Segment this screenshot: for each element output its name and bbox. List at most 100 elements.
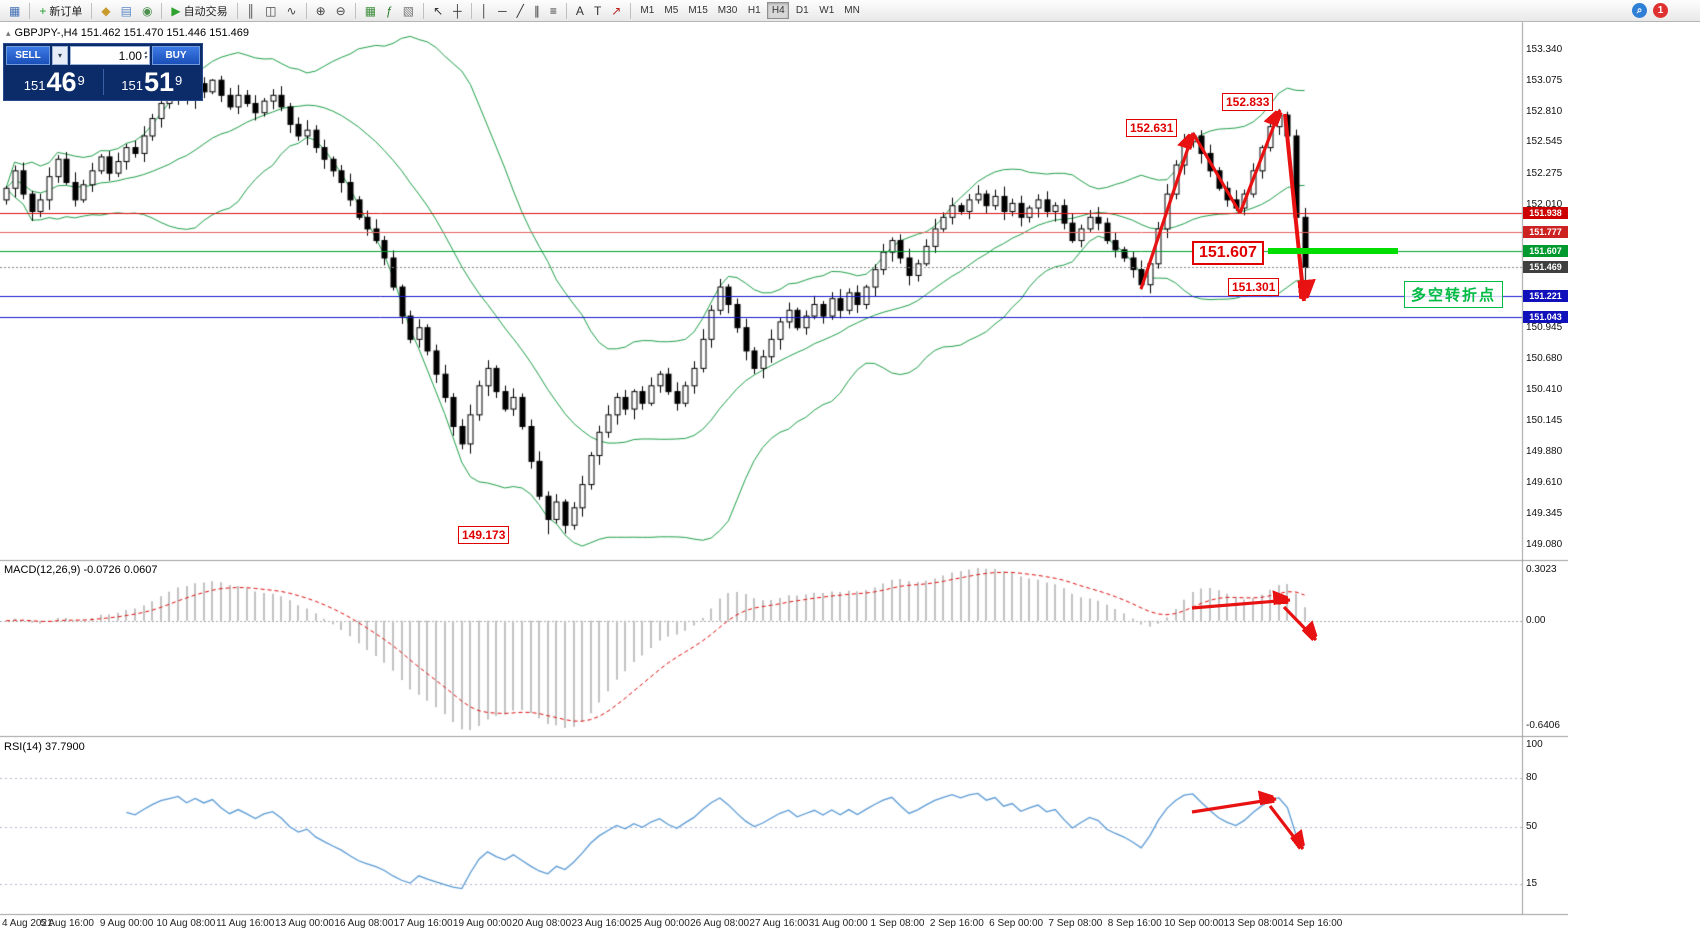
sell-price[interactable]: 151 46 9 <box>6 66 103 98</box>
price-axis-label: 153.340 <box>1526 44 1563 55</box>
notification-badge[interactable]: 1 <box>1653 3 1668 18</box>
toolbar-separator <box>236 2 238 19</box>
candlestick-chart-icon: ◫ <box>265 3 277 18</box>
price-axis-label: 152.810 <box>1526 105 1563 117</box>
templates-icon[interactable]: ▧ <box>399 2 418 20</box>
buy-price[interactable]: 151 51 9 <box>104 66 201 98</box>
price-tag[interactable]: 149.173 <box>458 526 510 544</box>
search-icon[interactable]: ⌕ <box>1632 3 1647 18</box>
indicator-axis-label: 80 <box>1526 771 1538 783</box>
fibonacci-icon: ≡ <box>549 3 557 18</box>
toolbar: ▦ + 新订单 ◆ ▤ ◉ ▶ 自动交易 ║ ◫ ∿ ⊕ ⊖ ▦ ƒ ▧ ↖ ┼ │ ─ ╱ ∥ ≡ A T ↗ M1 M5 M15 M3… <box>0 0 1700 22</box>
candlestick-chart-icon[interactable]: ◫ <box>261 2 280 20</box>
line-chart-icon[interactable]: ∿ <box>283 2 301 20</box>
price-tag[interactable]: 152.631 <box>1126 119 1178 137</box>
bar-chart-icon: ║ <box>246 3 256 18</box>
price-axis-label: 150.145 <box>1526 415 1563 427</box>
toolbar-separator <box>161 2 163 19</box>
label-icon: T <box>593 3 602 18</box>
time-axis-label: 23 Aug 16:00 <box>571 918 631 929</box>
auto-trading-button[interactable]: ▶ 自动交易 <box>167 2 231 20</box>
time-axis-label: 26 Aug 08:00 <box>690 918 750 929</box>
time-axis[interactable]: 4 Aug 2021 5 Aug 16:00 9 Aug 00:00 10 Aug 0… <box>0 918 1568 938</box>
price-tag[interactable]: 151.607 <box>1192 241 1264 265</box>
cursor-icon: ↖ <box>433 3 444 18</box>
turning-point-label[interactable]: 多空转折点 <box>1404 281 1504 308</box>
data-window-icon[interactable]: ▤ <box>117 2 136 20</box>
toolbar-separator <box>423 2 425 19</box>
price-chart-canvas[interactable] <box>0 0 1568 941</box>
price-axis-label: 150.410 <box>1526 384 1563 396</box>
time-axis-label: 6 Sep 00:00 <box>989 918 1044 929</box>
crosshair-icon[interactable]: ┼ <box>449 2 466 20</box>
lot-size-field[interactable]: 1.00 ▴ ▾ <box>70 46 150 65</box>
navigator-icon: ◉ <box>141 3 153 18</box>
highlight-line-object[interactable] <box>1268 248 1398 254</box>
lot-spinner[interactable]: ▴ ▾ <box>143 49 147 61</box>
zoom-out-icon[interactable]: ⊖ <box>332 2 350 20</box>
price-tag[interactable]: 151.301 <box>1228 278 1280 296</box>
time-axis-label: 2 Sep 16:00 <box>929 918 984 929</box>
spinner-up-icon[interactable]: ▴ <box>143 49 147 56</box>
toolbar-separator <box>354 2 356 19</box>
time-axis-label: 5 Aug 16:00 <box>40 918 94 929</box>
timeframe-m15[interactable]: M15 <box>684 2 711 19</box>
timeframe-d1[interactable]: D1 <box>791 2 813 19</box>
fibonacci-icon[interactable]: ≡ <box>546 2 561 20</box>
new-order-button[interactable]: + 新订单 <box>35 2 86 20</box>
price-axis-label: 149.610 <box>1526 477 1563 489</box>
price-divider <box>102 68 104 95</box>
time-axis-label: 31 Aug 00:00 <box>808 918 868 929</box>
timeframe-mn[interactable]: MN <box>840 2 864 19</box>
text-icon[interactable]: A <box>572 2 588 20</box>
indicators-icon[interactable]: ƒ <box>382 2 397 20</box>
toolbar-separator <box>29 2 31 19</box>
timeframe-h4[interactable]: H4 <box>767 2 790 19</box>
market-watch-icon: ◆ <box>101 3 111 18</box>
lot-dropdown[interactable]: ▾ <box>52 46 68 65</box>
sell-price-sup: 9 <box>77 72 85 88</box>
tile-windows-icon[interactable]: ▦ <box>361 2 380 20</box>
indicator-axis-label: 100 <box>1526 739 1543 750</box>
market-watch-icon[interactable]: ◆ <box>97 2 114 20</box>
trendline-icon[interactable]: ╱ <box>513 2 528 20</box>
price-axis-label: 152.545 <box>1526 136 1563 148</box>
toolbar-right: ⌕ 1 <box>1632 3 1696 18</box>
buy-button[interactable]: BUY <box>152 46 200 65</box>
horizontal-line-icon[interactable]: ─ <box>494 2 511 20</box>
timeframe-h1[interactable]: H1 <box>743 2 765 19</box>
price-tag[interactable]: 152.833 <box>1222 93 1274 111</box>
navigator-icon[interactable]: ◉ <box>138 2 156 20</box>
bar-chart-icon[interactable]: ║ <box>243 2 260 20</box>
indicator-axis-label: -0.6406 <box>1526 720 1560 731</box>
label-icon[interactable]: T <box>590 2 605 20</box>
chart-window-icon[interactable]: ▦ <box>5 2 24 20</box>
sell-price-prefix: 151 <box>23 77 46 93</box>
time-axis-label: 8 Sep 16:00 <box>1107 918 1162 929</box>
zoom-out-icon: ⊖ <box>335 3 346 18</box>
time-axis-label: 27 Aug 16:00 <box>749 918 809 929</box>
sell-button[interactable]: SELL <box>6 46 50 65</box>
timeframe-m5[interactable]: M5 <box>660 2 682 19</box>
timeframe-w1[interactable]: W1 <box>815 2 838 19</box>
symbol-marker-icon: ▴ <box>6 27 11 38</box>
zoom-in-icon[interactable]: ⊕ <box>312 2 330 20</box>
vertical-line-icon[interactable]: │ <box>477 2 493 20</box>
chart-window-icon: ▦ <box>9 3 21 18</box>
toolbar-separator <box>91 2 93 19</box>
arrows-icon[interactable]: ↗ <box>607 2 625 20</box>
spinner-down-icon[interactable]: ▾ <box>143 54 147 61</box>
time-axis-label: 11 Aug 16:00 <box>216 918 275 929</box>
timeframe-m30[interactable]: M30 <box>714 2 741 19</box>
text-icon: A <box>575 3 584 18</box>
indicator-axis-label: 15 <box>1526 877 1538 889</box>
symbol-info: ▴ GBPJPY-,H4 151.462 151.470 151.446 151… <box>6 27 249 39</box>
auto-trading-button: ▶ <box>171 3 181 18</box>
timeframe-m1[interactable]: M1 <box>636 2 658 19</box>
templates-icon: ▧ <box>402 3 415 18</box>
indicator-axis-label: 0.00 <box>1526 614 1546 626</box>
tile-windows-icon: ▦ <box>364 3 377 18</box>
cursor-icon[interactable]: ↖ <box>429 2 447 20</box>
price-axis-label: 153.075 <box>1526 74 1563 86</box>
channel-icon[interactable]: ∥ <box>530 2 544 20</box>
